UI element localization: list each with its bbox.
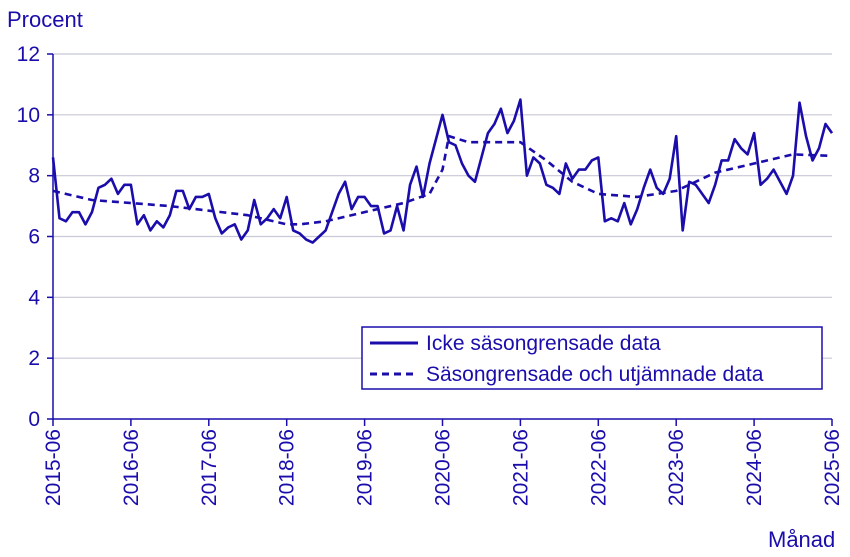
legend-box <box>361 326 823 390</box>
x-tick-label: 2022-06 <box>587 429 610 506</box>
x-axis-title: Månad <box>768 527 836 552</box>
series-lines <box>51 98 834 244</box>
x-tick-label: 2017-06 <box>198 429 221 506</box>
y-axis-ticks: 0 2 4 6 8 10 12 <box>17 43 53 431</box>
x-tick-label: 2021-06 <box>509 429 532 506</box>
x-axis-ticks: 2015-06 2016-06 2017-06 2018-06 2019-06 2020-… <box>42 419 844 506</box>
x-tick-label: 2024-06 <box>743 429 766 506</box>
grid-lines <box>53 53 832 359</box>
y-tick-label: 6 <box>28 226 40 249</box>
y-tick-label: 0 <box>28 408 40 431</box>
x-tick-label: 2016-06 <box>120 429 143 506</box>
y-tick-label: 2 <box>28 347 40 370</box>
x-tick-label: 2025-06 <box>821 429 844 506</box>
legend-label-dashed: Säsongrensade och utjämnade data <box>426 363 764 386</box>
legend: Icke säsongrensade data Säsongrensade oc… <box>361 326 823 390</box>
x-tick-label: 2023-06 <box>665 429 688 506</box>
x-tick-label: 2019-06 <box>354 429 377 506</box>
y-tick-label: 12 <box>17 43 40 66</box>
series-line-unadjusted <box>51 98 834 244</box>
legend-label-solid: Icke säsongrensade data <box>426 332 661 355</box>
y-tick-label: 10 <box>17 104 40 127</box>
x-tick-label: 2020-06 <box>432 429 455 506</box>
y-axis-title: Procent <box>7 7 83 32</box>
y-tick-label: 8 <box>28 165 40 188</box>
x-tick-label: 2015-06 <box>42 429 65 506</box>
y-tick-label: 4 <box>28 286 40 309</box>
x-tick-label: 2018-06 <box>276 429 299 506</box>
